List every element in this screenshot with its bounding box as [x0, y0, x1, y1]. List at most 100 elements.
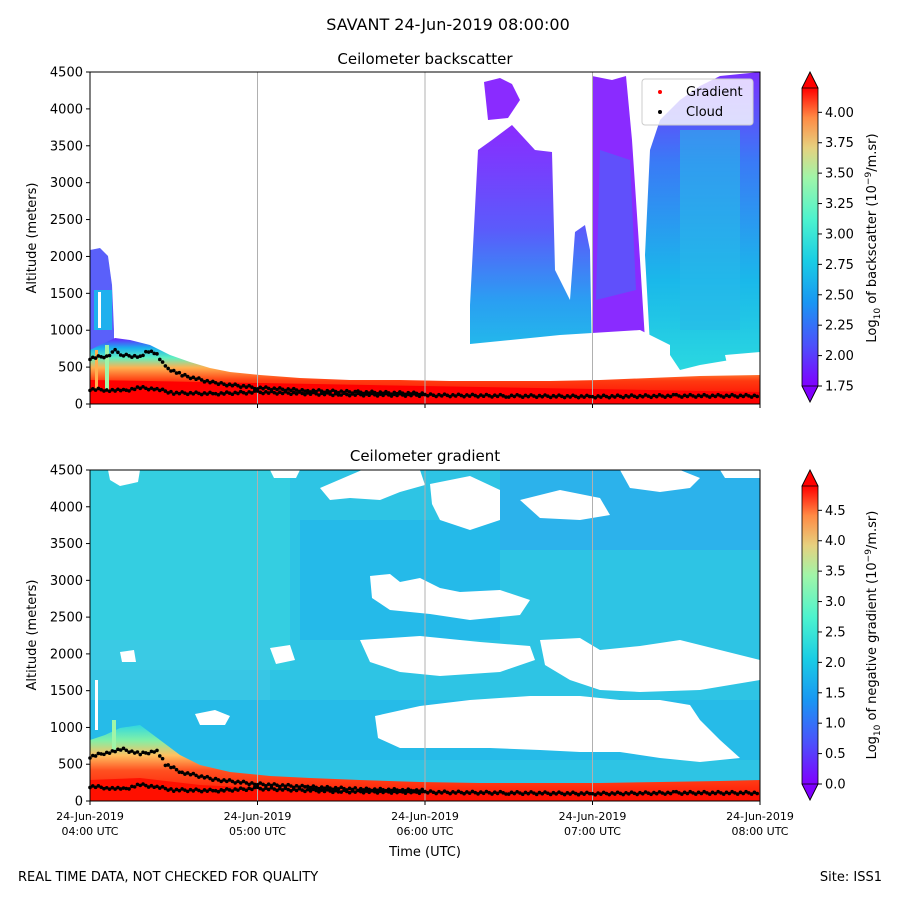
cloud-point	[278, 390, 282, 394]
cloud-point	[626, 792, 631, 796]
cloud-point	[303, 392, 307, 397]
cloud-point	[319, 785, 324, 789]
cloud-point	[171, 392, 176, 396]
cloud-point	[291, 390, 296, 395]
cloud-point	[417, 392, 422, 397]
cloud-point	[492, 790, 497, 794]
cloud-point	[599, 792, 603, 796]
cloud-point	[127, 353, 131, 358]
cloud-point	[481, 394, 486, 399]
cloud-point	[157, 357, 162, 362]
cloud-point	[498, 789, 503, 794]
cloud-point	[118, 748, 123, 752]
y-tick-label: 1500	[50, 287, 83, 302]
cloud-point	[194, 377, 198, 381]
cloud-point	[183, 372, 187, 377]
cloud-point	[358, 390, 363, 395]
cloud-point	[174, 371, 179, 375]
cloud-point	[481, 791, 486, 796]
cloud-point	[495, 791, 500, 796]
cloud-point	[747, 394, 751, 398]
cloud-point	[325, 388, 330, 393]
cloud-point	[149, 749, 154, 754]
cloud-point	[361, 788, 366, 792]
cloud-point	[409, 788, 413, 793]
cloud-point	[520, 395, 525, 399]
cloud-point	[551, 790, 556, 795]
colorbar-tick-label: 3.00	[825, 227, 854, 242]
cloud-point	[680, 792, 684, 796]
cloud-point	[138, 783, 143, 788]
cloud-point	[166, 788, 170, 792]
cloud-point	[250, 391, 254, 395]
cloud-point	[286, 387, 291, 391]
cloud-point	[755, 791, 760, 796]
cloud-point	[252, 386, 257, 391]
x-tick-label-time: 04:00 UTC	[61, 825, 118, 838]
cloud-point	[445, 790, 450, 795]
cloud-point	[657, 790, 662, 794]
cloud-point	[188, 376, 193, 381]
cloud-point	[149, 386, 154, 390]
cloud-point	[719, 394, 723, 398]
cloud-point	[713, 394, 718, 399]
cloud-point	[691, 791, 695, 795]
cloud-point	[102, 752, 106, 757]
backscatter-colorbar-label: Log10 of backscatter (10−9/m.sr)	[864, 133, 883, 342]
cloud-point	[146, 751, 151, 756]
cloud-point	[747, 791, 751, 795]
cloud-point	[649, 792, 653, 797]
cloud-point	[459, 790, 464, 795]
cloud-point	[573, 791, 578, 796]
cloud-point	[233, 787, 237, 791]
cloud-point	[171, 789, 176, 793]
cloud-point	[375, 392, 380, 396]
cloud-point	[188, 787, 193, 792]
cloud-point	[289, 392, 293, 397]
cloud-point	[660, 791, 665, 795]
cloud-point	[278, 784, 282, 789]
cloud-point	[247, 383, 251, 388]
y-tick-label: 4000	[50, 500, 83, 515]
cloud-point	[121, 786, 126, 790]
colorbar-tick-label: 4.5	[825, 504, 846, 519]
cloud-point	[264, 390, 268, 394]
cloud-point	[331, 388, 335, 393]
cloud-point	[185, 374, 190, 379]
cloud-point	[314, 389, 318, 394]
cloud-point	[520, 792, 525, 797]
y-tick-label: 3500	[50, 537, 83, 552]
cloud-point	[618, 394, 623, 399]
colorbar-tick-label: 2.0	[825, 656, 846, 671]
y-tick-label: 3000	[50, 574, 83, 589]
cloud-point	[710, 790, 715, 795]
y-tick-label: 500	[58, 758, 83, 773]
cloud-point	[222, 382, 226, 387]
cloud-point	[509, 790, 514, 795]
cloud-point	[138, 752, 143, 757]
backscatter-grid	[257, 72, 593, 404]
cloud-point	[90, 784, 95, 788]
cloud-point	[593, 395, 598, 400]
cloud-point	[177, 370, 182, 375]
cloud-point	[96, 751, 101, 756]
cloud-point	[149, 783, 154, 788]
cloud-point	[90, 386, 95, 391]
cloud-point	[163, 763, 168, 768]
x-tick-label-date: 24-Jun-2019	[224, 810, 292, 823]
cloud-point	[442, 392, 447, 396]
cloud-point	[230, 383, 235, 388]
cloud-point	[197, 391, 201, 396]
cloud-point	[562, 395, 567, 400]
cloud-point	[155, 352, 159, 356]
colorbar-tick-label: 1.5	[825, 686, 846, 701]
cloud-point	[286, 782, 291, 787]
cloud-point	[392, 390, 397, 395]
cloud-point	[406, 787, 411, 791]
y-tick-label: 0	[75, 795, 83, 810]
cloud-point	[353, 786, 358, 790]
cloud-point	[375, 791, 380, 795]
cloud-point	[258, 385, 263, 390]
cloud-point	[649, 395, 653, 400]
cloud-point	[420, 391, 425, 395]
